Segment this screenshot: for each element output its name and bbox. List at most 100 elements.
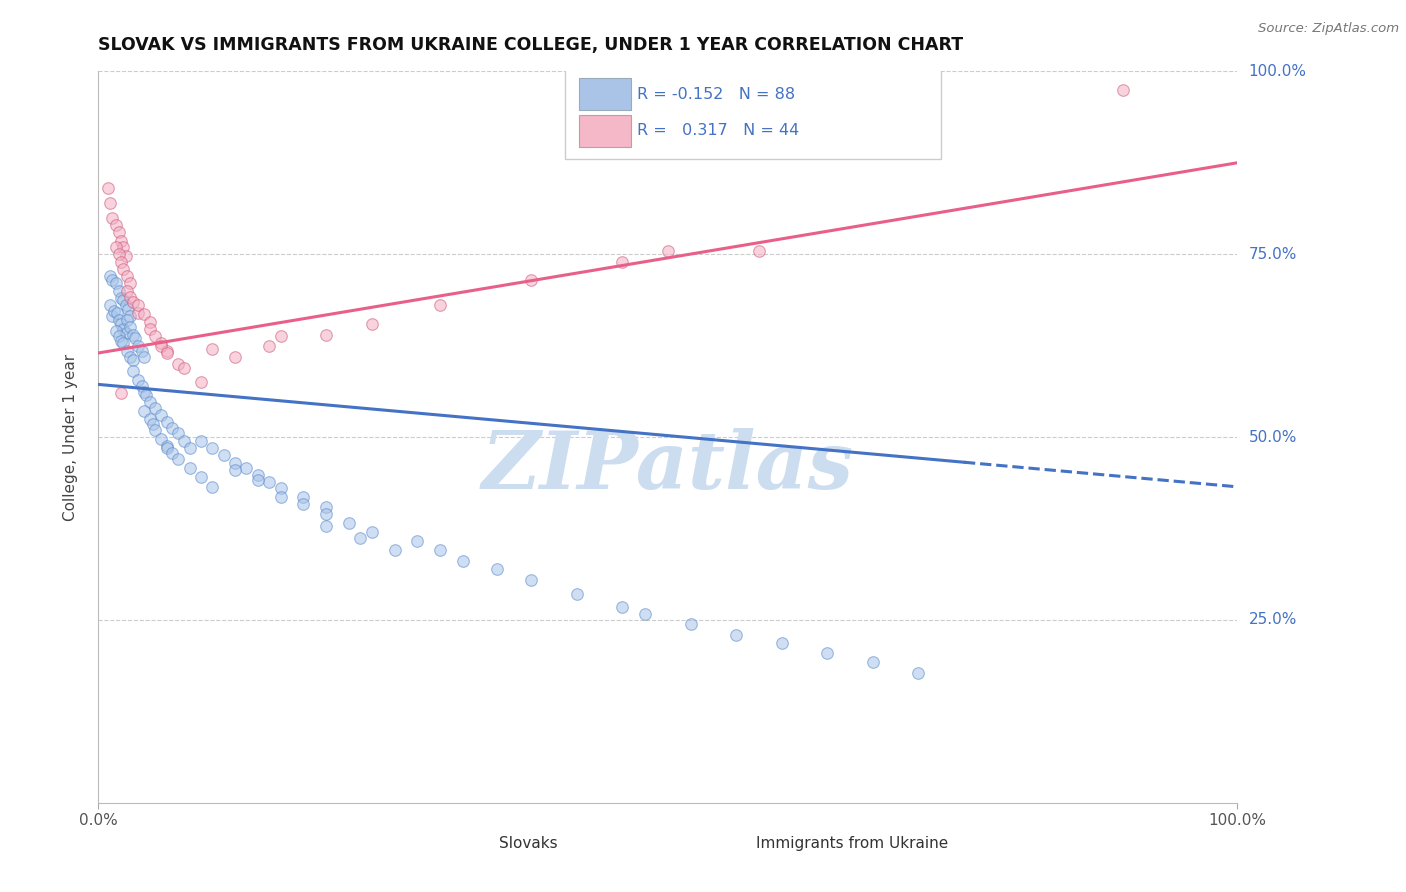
Point: [246, 468, 269, 483]
FancyBboxPatch shape: [449, 832, 494, 855]
Point: [679, 616, 702, 631]
Point: [112, 261, 135, 276]
Point: [907, 665, 929, 680]
Point: [173, 360, 195, 375]
Point: [1112, 83, 1135, 97]
Point: [101, 211, 124, 225]
Text: ZIPatlas: ZIPatlas: [482, 427, 853, 505]
Point: [110, 334, 132, 348]
Point: [98, 269, 121, 284]
Point: [173, 434, 195, 448]
Point: [451, 554, 474, 568]
Point: [108, 247, 131, 261]
Point: [120, 350, 142, 364]
Point: [145, 401, 167, 415]
Point: [121, 327, 143, 342]
Point: [120, 320, 142, 334]
Point: [201, 480, 224, 494]
Point: [612, 599, 634, 614]
Point: [429, 543, 451, 558]
Point: [167, 426, 190, 441]
Point: [114, 326, 136, 341]
Point: [315, 500, 337, 514]
Point: [486, 562, 509, 576]
Point: [190, 470, 212, 484]
Point: [96, 181, 118, 195]
Point: [748, 244, 770, 258]
Point: [162, 446, 184, 460]
Point: [110, 254, 132, 268]
Point: [259, 338, 281, 352]
FancyBboxPatch shape: [579, 114, 631, 146]
Point: [132, 350, 155, 364]
Point: [224, 350, 246, 364]
Point: [270, 481, 292, 495]
Point: [138, 322, 160, 336]
Point: [429, 298, 451, 312]
Text: Slovaks: Slovaks: [499, 837, 558, 851]
Point: [132, 384, 155, 399]
Point: [121, 364, 143, 378]
Point: [132, 404, 155, 418]
Text: 75.0%: 75.0%: [1249, 247, 1296, 261]
Point: [292, 497, 315, 511]
Point: [114, 249, 136, 263]
Point: [167, 357, 190, 371]
Point: [101, 273, 124, 287]
Point: [115, 313, 138, 327]
Point: [105, 306, 128, 320]
FancyBboxPatch shape: [579, 78, 631, 110]
Point: [212, 448, 235, 462]
Point: [384, 543, 406, 558]
Point: [131, 343, 153, 358]
Text: 25.0%: 25.0%: [1249, 613, 1296, 627]
Point: [270, 490, 292, 504]
Point: [120, 277, 142, 291]
Point: [862, 656, 884, 670]
Point: [520, 573, 543, 587]
Point: [127, 338, 149, 352]
Point: [201, 343, 224, 357]
Point: [246, 473, 269, 487]
Point: [121, 353, 143, 368]
Point: [565, 587, 588, 601]
Point: [104, 324, 127, 338]
Point: [114, 298, 136, 312]
Point: [150, 408, 173, 422]
Point: [292, 490, 315, 504]
FancyBboxPatch shape: [706, 832, 749, 855]
Point: [224, 456, 246, 470]
Point: [124, 331, 146, 345]
FancyBboxPatch shape: [565, 68, 941, 159]
Point: [98, 298, 121, 312]
Point: [770, 636, 793, 650]
Point: [104, 218, 127, 232]
Point: [360, 525, 382, 540]
Point: [201, 441, 224, 455]
Point: [156, 346, 179, 360]
Point: [612, 254, 634, 268]
Point: [108, 225, 131, 239]
Point: [224, 463, 246, 477]
Point: [725, 627, 748, 641]
Text: SLOVAK VS IMMIGRANTS FROM UKRAINE COLLEGE, UNDER 1 YEAR CORRELATION CHART: SLOVAK VS IMMIGRANTS FROM UKRAINE COLLEG…: [98, 36, 963, 54]
Point: [110, 291, 132, 305]
Point: [145, 329, 167, 343]
Point: [135, 387, 157, 401]
Point: [115, 343, 138, 358]
Point: [112, 293, 135, 307]
Point: [115, 284, 138, 298]
Point: [112, 240, 135, 254]
Text: Source: ZipAtlas.com: Source: ZipAtlas.com: [1258, 22, 1399, 36]
Point: [121, 294, 143, 309]
Text: Immigrants from Ukraine: Immigrants from Ukraine: [755, 837, 948, 851]
Point: [150, 432, 173, 446]
Point: [120, 310, 142, 324]
Point: [132, 307, 155, 321]
Point: [156, 343, 179, 358]
Point: [108, 284, 131, 298]
Point: [156, 439, 179, 453]
Text: R = -0.152   N = 88: R = -0.152 N = 88: [637, 87, 796, 102]
Point: [101, 310, 124, 324]
Point: [315, 327, 337, 342]
